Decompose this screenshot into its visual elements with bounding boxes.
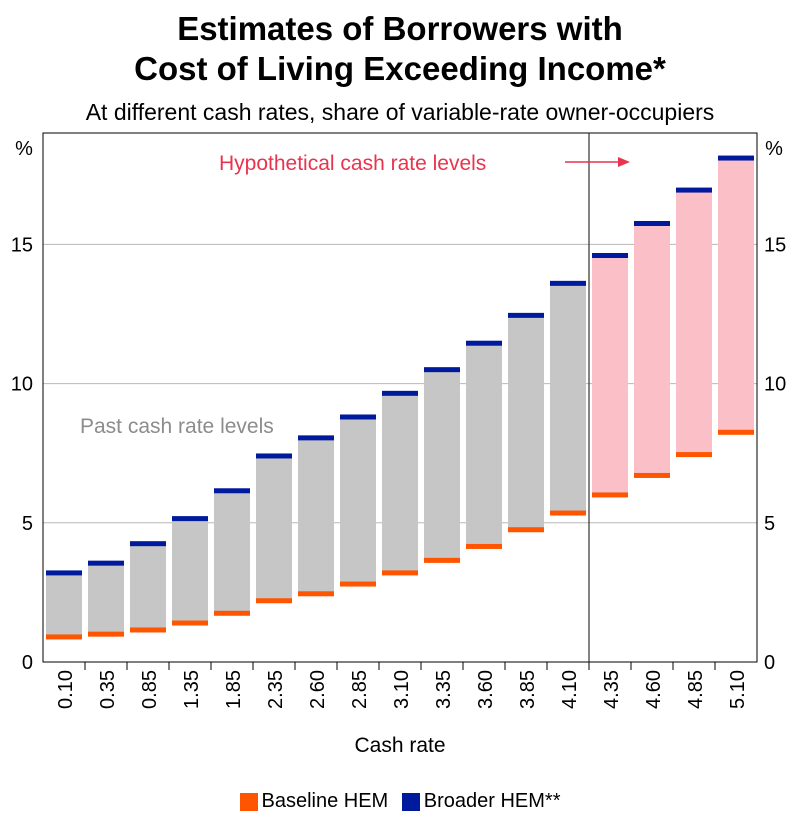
y-tick-label-right-5: 5 <box>764 513 775 535</box>
chart-subtitle: At different cash rates, share of variab… <box>85 99 715 125</box>
baseline-marker-5.10 <box>718 429 754 435</box>
broader-marker-4.35 <box>592 253 628 259</box>
x-tick-label-2.35: 2.35 <box>265 670 287 709</box>
range-bar-0.10 <box>46 572 82 637</box>
range-bar-3.10 <box>382 393 418 573</box>
range-bar-2.85 <box>340 416 376 585</box>
baseline-marker-4.10 <box>550 510 586 516</box>
legend-item-baseline: Baseline HEM <box>239 790 389 813</box>
broader-marker-0.35 <box>88 560 124 566</box>
x-tick-label-3.10: 3.10 <box>391 670 413 709</box>
range-bar-4.35 <box>592 255 628 495</box>
chart-title-line-1: Estimates of Borrowers with <box>177 10 623 47</box>
baseline-marker-3.10 <box>382 570 418 576</box>
x-tick-label-1.35: 1.35 <box>181 670 203 709</box>
y-tick-label-left-0: 0 <box>22 652 33 674</box>
range-bar-3.35 <box>424 369 460 561</box>
y-axis-unit-right: % <box>765 138 783 160</box>
baseline-marker-2.60 <box>298 591 334 597</box>
broader-marker-5.10 <box>718 155 754 161</box>
baseline-marker-3.85 <box>508 527 544 533</box>
legend-swatch-broader <box>401 792 420 811</box>
broader-marker-3.60 <box>466 340 502 346</box>
annotation-past-cash-rate-levels: Past cash rate levels <box>80 415 274 438</box>
chart-title-line-2: Cost of Living Exceeding Income* <box>134 50 666 87</box>
legend-label-broader: Broader HEM** <box>423 790 561 812</box>
range-bar-0.85 <box>130 543 166 630</box>
broader-marker-4.10 <box>550 280 586 286</box>
x-tick-label-1.85: 1.85 <box>223 670 245 709</box>
x-tick-label-0.35: 0.35 <box>97 670 119 709</box>
x-tick-label-4.60: 4.60 <box>643 670 665 709</box>
x-tick-label-4.35: 4.35 <box>601 670 623 709</box>
y-tick-label-left-10: 10 <box>11 374 33 396</box>
baseline-marker-3.60 <box>466 543 502 549</box>
plot-frame <box>42 132 758 663</box>
baseline-marker-4.60 <box>634 472 670 478</box>
baseline-marker-0.35 <box>88 631 124 637</box>
baseline-marker-4.35 <box>592 492 628 498</box>
broader-marker-2.85 <box>340 414 376 420</box>
broader-marker-2.60 <box>298 435 334 441</box>
baseline-marker-2.35 <box>256 598 292 604</box>
broader-marker-4.60 <box>634 220 670 226</box>
x-tick-label-0.10: 0.10 <box>55 670 77 709</box>
y-tick-label-right-15: 15 <box>764 234 786 256</box>
y-tick-label-left-5: 5 <box>22 513 33 535</box>
range-bar-2.60 <box>298 437 334 594</box>
range-bar-0.35 <box>88 563 124 635</box>
range-bar-1.35 <box>172 518 208 624</box>
range-bar-4.60 <box>634 223 670 476</box>
x-axis-title: Cash rate <box>354 734 445 757</box>
range-bar-4.10 <box>550 283 586 514</box>
x-tick-label-3.35: 3.35 <box>433 670 455 709</box>
range-bar-3.85 <box>508 315 544 530</box>
x-tick-label-2.60: 2.60 <box>307 670 329 709</box>
baseline-marker-0.85 <box>130 627 166 633</box>
broader-marker-2.35 <box>256 453 292 459</box>
legend: Baseline HEM Broader HEM** <box>0 790 800 817</box>
range-bar-2.35 <box>256 455 292 601</box>
broader-marker-1.85 <box>214 488 250 494</box>
legend-swatch-baseline <box>239 792 258 811</box>
x-tick-label-4.10: 4.10 <box>559 670 581 709</box>
baseline-marker-1.35 <box>172 620 208 626</box>
x-tick-label-4.85: 4.85 <box>685 670 707 709</box>
baseline-marker-4.85 <box>676 452 712 458</box>
broader-marker-0.85 <box>130 541 166 547</box>
broader-marker-3.85 <box>508 312 544 318</box>
baseline-marker-0.10 <box>46 634 82 640</box>
broader-marker-0.10 <box>46 570 82 576</box>
range-bar-5.10 <box>718 158 754 433</box>
y-axis-unit-left: % <box>15 138 33 160</box>
range-bar-4.85 <box>676 190 712 455</box>
range-bar-3.60 <box>466 343 502 547</box>
legend-item-broader: Broader HEM** <box>401 790 561 813</box>
broader-marker-3.10 <box>382 390 418 396</box>
legend-label-baseline: Baseline HEM <box>261 790 389 812</box>
baseline-marker-1.85 <box>214 610 250 616</box>
x-tick-label-0.85: 0.85 <box>139 670 161 709</box>
x-tick-label-2.85: 2.85 <box>349 670 371 709</box>
y-tick-label-right-10: 10 <box>764 374 786 396</box>
broader-marker-3.35 <box>424 367 460 373</box>
baseline-marker-3.35 <box>424 557 460 563</box>
x-tick-label-5.10: 5.10 <box>727 670 749 709</box>
baseline-marker-2.85 <box>340 581 376 587</box>
x-tick-label-3.85: 3.85 <box>517 670 539 709</box>
chart-area: 0.10 0.35 0.85 1.35 1.85 2.35 2.60 2.85 3.10 3.35… <box>11 132 786 757</box>
broader-marker-4.85 <box>676 187 712 193</box>
y-tick-label-left-15: 15 <box>11 234 33 256</box>
range-bar-1.85 <box>214 490 250 614</box>
annotation-arrow-head <box>618 157 630 167</box>
broader-marker-1.35 <box>172 516 208 522</box>
y-tick-label-right-0: 0 <box>764 652 775 674</box>
x-tick-label-3.60: 3.60 <box>475 670 497 709</box>
annotation-hypothetical-cash-rate-levels: Hypothetical cash rate levels <box>219 152 486 175</box>
